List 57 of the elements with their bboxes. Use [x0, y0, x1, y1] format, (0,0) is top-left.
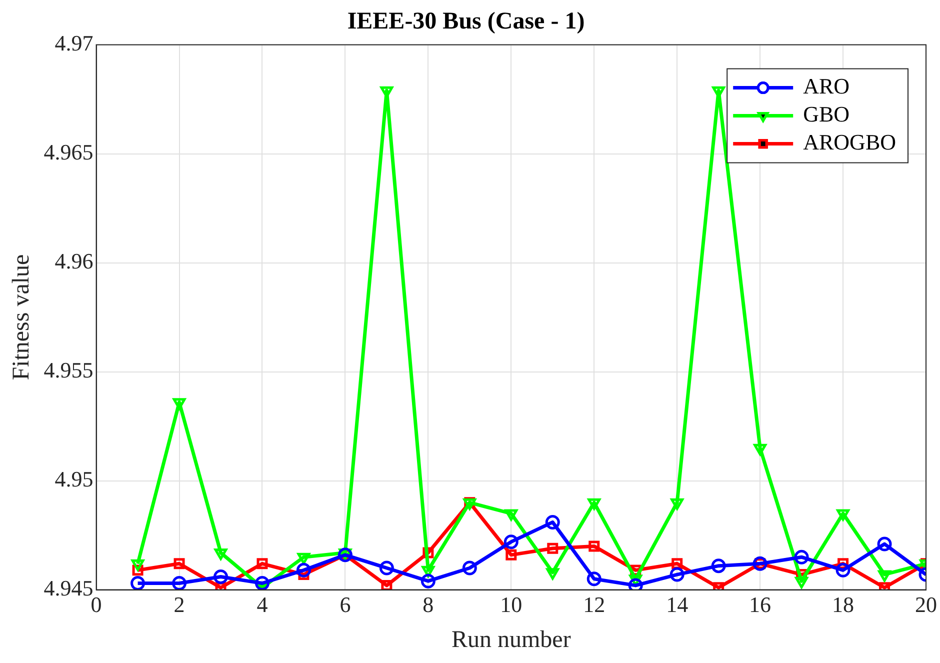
y-tick-label: 4.945 [44, 576, 94, 601]
chart-title: IEEE-30 Bus (Case - 1) [347, 8, 585, 35]
y-tick-label: 4.955 [44, 358, 94, 383]
point [130, 576, 146, 590]
point [297, 552, 310, 564]
point [254, 576, 270, 590]
point [506, 549, 517, 560]
point [131, 559, 144, 571]
x-tick-label: 14 [666, 592, 688, 617]
x-tick-label: 4 [256, 592, 268, 617]
point [711, 558, 726, 574]
x-tick-label: 10 [500, 592, 522, 617]
legend-label: ARO [803, 74, 850, 99]
x-tick-label: 20 [915, 592, 937, 617]
x-tick-label: 6 [340, 592, 351, 617]
point [546, 568, 560, 580]
point [174, 558, 185, 570]
x-tick-label: 16 [749, 592, 772, 617]
legend-label: AROGBO [803, 130, 896, 155]
y-tick-label: 4.96 [54, 248, 94, 274]
point [754, 444, 767, 456]
y-tick-label: 4.965 [44, 140, 94, 165]
point [381, 580, 392, 590]
point [214, 569, 228, 584]
point [462, 560, 477, 576]
point [586, 572, 602, 586]
point [547, 542, 558, 554]
point [670, 567, 684, 582]
point [836, 509, 850, 521]
point [504, 534, 518, 550]
y-tick-label: 4.97 [54, 30, 94, 56]
point [296, 562, 311, 578]
point [214, 548, 228, 560]
y-tick-label: 4.95 [54, 466, 94, 492]
point [794, 550, 809, 564]
point [256, 558, 268, 570]
point [380, 86, 394, 98]
x-tick-label: 12 [583, 592, 606, 617]
x-axis-title: Run number [451, 626, 571, 653]
point [836, 562, 850, 578]
point [670, 498, 684, 510]
point [172, 398, 186, 410]
point [878, 570, 891, 582]
point [877, 536, 892, 552]
point [172, 576, 187, 590]
x-tick-label: 8 [422, 592, 434, 617]
point [545, 514, 560, 530]
point [420, 574, 436, 588]
point [588, 498, 601, 510]
point [588, 540, 600, 552]
point [379, 560, 394, 576]
point [504, 509, 518, 521]
x-tick-label: 18 [832, 592, 854, 617]
x-tick-label: 2 [174, 592, 185, 617]
point [795, 576, 808, 588]
legend-label: GBO [803, 102, 850, 127]
y-axis-title: Fitness value [8, 254, 35, 380]
